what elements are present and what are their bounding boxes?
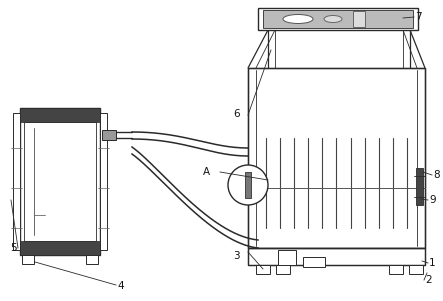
Bar	[389, 265, 403, 274]
Bar	[263, 10, 413, 28]
Bar	[353, 11, 365, 27]
Text: 9: 9	[429, 195, 435, 205]
Text: 6: 6	[233, 109, 240, 119]
Bar	[245, 172, 251, 198]
Bar	[416, 168, 423, 205]
Bar	[20, 241, 100, 255]
Bar	[100, 113, 107, 250]
Bar	[248, 68, 425, 248]
Text: 5: 5	[10, 243, 17, 253]
Bar	[278, 250, 296, 265]
Bar	[256, 265, 270, 274]
Text: 8: 8	[433, 170, 439, 180]
Bar	[258, 8, 418, 30]
Bar	[24, 122, 96, 241]
Bar	[20, 108, 100, 122]
Bar	[409, 265, 423, 274]
Bar	[248, 248, 425, 265]
Bar	[86, 255, 98, 264]
Bar	[22, 255, 34, 264]
Bar	[13, 113, 20, 250]
Text: 1: 1	[429, 258, 435, 268]
Text: 7: 7	[415, 12, 422, 22]
Text: A: A	[203, 167, 210, 177]
Bar	[20, 108, 100, 255]
Circle shape	[228, 165, 268, 205]
Text: 4: 4	[117, 281, 124, 291]
Bar	[276, 265, 290, 274]
Text: 2: 2	[425, 275, 431, 285]
Bar	[102, 130, 116, 140]
Bar	[248, 68, 425, 248]
Ellipse shape	[324, 15, 342, 23]
Ellipse shape	[283, 14, 313, 23]
Bar	[303, 257, 325, 267]
Bar	[248, 248, 425, 265]
Text: 3: 3	[233, 251, 240, 261]
